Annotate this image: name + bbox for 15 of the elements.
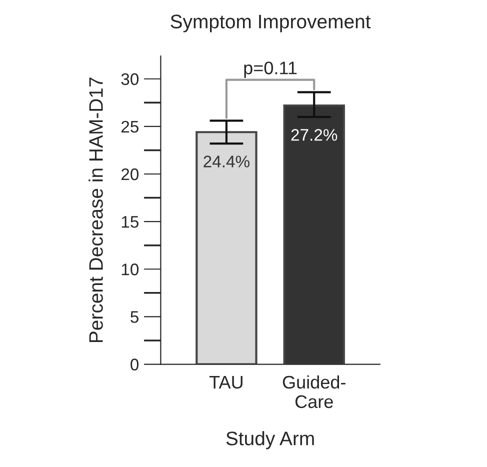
- y-tick-label: 0: [130, 358, 139, 370]
- y-tick-label: 25: [121, 120, 138, 133]
- y-axis-title: Percent Decrease in HAM-D17: [88, 78, 103, 342]
- y-tick-label: 5: [130, 311, 138, 323]
- y-tick-label: 15: [122, 216, 138, 228]
- x-tick-label: TAU: [209, 376, 242, 389]
- y-tick-label: 10: [122, 264, 139, 276]
- x-axis-title: Study Arm: [226, 431, 314, 450]
- data-label: 27.2%: [291, 129, 338, 141]
- data-label: 24.4%: [204, 156, 250, 168]
- y-tick-label: 20: [121, 168, 139, 180]
- y-tick-label: 30: [121, 73, 139, 86]
- annotation: p=0.11: [244, 62, 297, 78]
- x-tick-label: Guided- Care: [282, 375, 346, 408]
- chart-title: Symptom Improvement: [170, 14, 371, 32]
